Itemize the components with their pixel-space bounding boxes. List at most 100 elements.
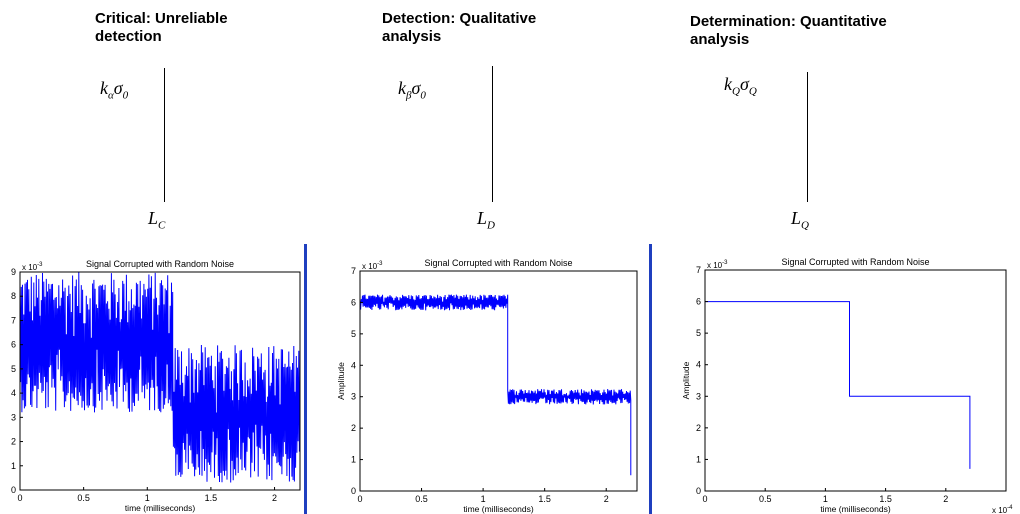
panel-separator [649,244,652,514]
limit-subscript: Q [801,219,809,232]
formula-critical: kασ0 [100,78,128,102]
x-tick-label: 0 [17,493,22,503]
sigma-symbol: σ [411,78,421,98]
chart-2: Signal Corrupted with Random Noise 0 0.5 1 1… [336,258,638,514]
signal-line [704,301,971,491]
k-symbol: k [724,74,732,94]
limit-detection: LD [477,208,495,232]
y-exponent-power: -3 [37,262,43,268]
formula-determination: kQσQ [724,74,757,98]
y-axis-label: Amplitude [336,362,346,400]
y-tick-label: 0 [11,485,16,495]
y-tick-label: 2 [696,423,701,433]
formula-detection: kβσ0 [398,78,426,102]
chart-3: Signal Corrupted with Random Noise 0 0.5 1 1… [681,257,1013,514]
x-tick-label: 2 [604,494,609,504]
y-tick-label: 2 [351,423,356,433]
k-subscript: β [406,89,412,102]
x-axis-label: time (milliseconds) [820,504,891,514]
limit-symbol: L [477,208,488,228]
heading-line: Critical: Unreliable [95,10,228,27]
limit-determination: LQ [791,208,809,232]
x-tick-label: 1 [481,494,486,504]
y-tick-label: 0 [351,486,356,496]
k-subscript: Q [732,85,740,98]
x-tick-label: 2 [272,493,277,503]
y-tick-label: 1 [351,455,356,465]
x-axis-label: time (milliseconds) [125,503,196,513]
sigma-subscript: 0 [122,89,129,102]
limit-critical: LC [148,208,165,232]
y-exponent-label: x 10-3 [707,260,728,270]
y-tick-label: 3 [696,391,701,401]
plot-frame [19,271,301,491]
x-tick-label: 1 [145,493,150,503]
y-tick-label: 0 [696,486,701,496]
y-exponent-power: -3 [722,260,728,266]
y-exponent-label: x 10-3 [362,261,383,271]
threshold-line-detection [492,66,493,202]
y-tick-label: 9 [11,267,16,277]
y-tick-label: 3 [351,392,356,402]
y-axis-label: Amplitude [681,361,691,399]
plot-frame [704,269,1007,492]
y-tick-label: 6 [351,297,356,307]
x-tick-label: 2 [943,494,948,504]
x-tick-label: 1.5 [879,494,892,504]
y-tick-label: 4 [351,360,356,370]
y-tick-label: 5 [696,328,701,338]
heading-critical: Critical: Unreliable detection [95,10,228,46]
heading-line: analysis [690,31,750,48]
heading-line: Determination: Quantitative [690,13,887,30]
heading-detection: Detection: Qualitative analysis [382,10,536,46]
y-tick-label: 8 [11,291,16,301]
y-tick-label: 6 [696,297,701,307]
limit-symbol: L [791,208,802,228]
limit-subscript: D [487,219,495,232]
chart-1: Signal Corrupted with Random Noise 0 0.5 1 1… [11,259,301,513]
heading-line: analysis [382,28,442,45]
y-tick-label: 1 [11,461,16,471]
y-exponent-label: x 10-3 [22,262,43,272]
sigma-subscript: 0 [420,89,426,102]
x-exponent-label: x 10-4 [992,505,1013,514]
x-tick-label: 0 [702,494,707,504]
heading-line: Detection: Qualitative [382,10,537,27]
heading-line: detection [95,28,162,45]
y-tick-label: 5 [351,329,356,339]
y-tick-label: 7 [696,265,701,275]
sigma-symbol: σ [113,78,123,98]
y-tick-label: 7 [351,266,356,276]
k-symbol: k [100,78,108,98]
y-tick-label: 5 [11,364,16,374]
limit-subscript: C [158,219,166,232]
k-subscript: α [108,89,114,102]
x-tick-label: 0 [357,494,362,504]
y-tick-label: 6 [11,340,16,350]
y-tick-label: 2 [11,437,16,447]
chart-title: Signal Corrupted with Random Noise [424,258,572,268]
x-tick-label: 0.5 [759,494,772,504]
y-tick-label: 3 [11,412,16,422]
signal-line [19,272,301,490]
k-symbol: k [398,78,406,98]
y-tick-label: 7 [11,315,16,325]
y-tick-label: 1 [696,454,701,464]
sigma-subscript: Q [748,85,757,98]
x-tick-label: 1 [823,494,828,504]
chart-title: Signal Corrupted with Random Noise [781,257,929,267]
threshold-line-critical [164,68,165,202]
x-tick-label: 0.5 [415,494,428,504]
y-tick-label: 4 [11,388,16,398]
x-tick-label: 1.5 [205,493,218,503]
panel-separator [304,244,307,514]
heading-determination: Determination: Quantitative analysis [690,13,887,49]
limit-symbol: L [148,208,159,228]
y-tick-label: 4 [696,360,701,370]
plot-frame [359,270,638,492]
x-tick-label: 1.5 [538,494,551,504]
threshold-line-determination [807,72,808,202]
signal-line [359,294,632,491]
sigma-symbol: σ [739,74,749,94]
